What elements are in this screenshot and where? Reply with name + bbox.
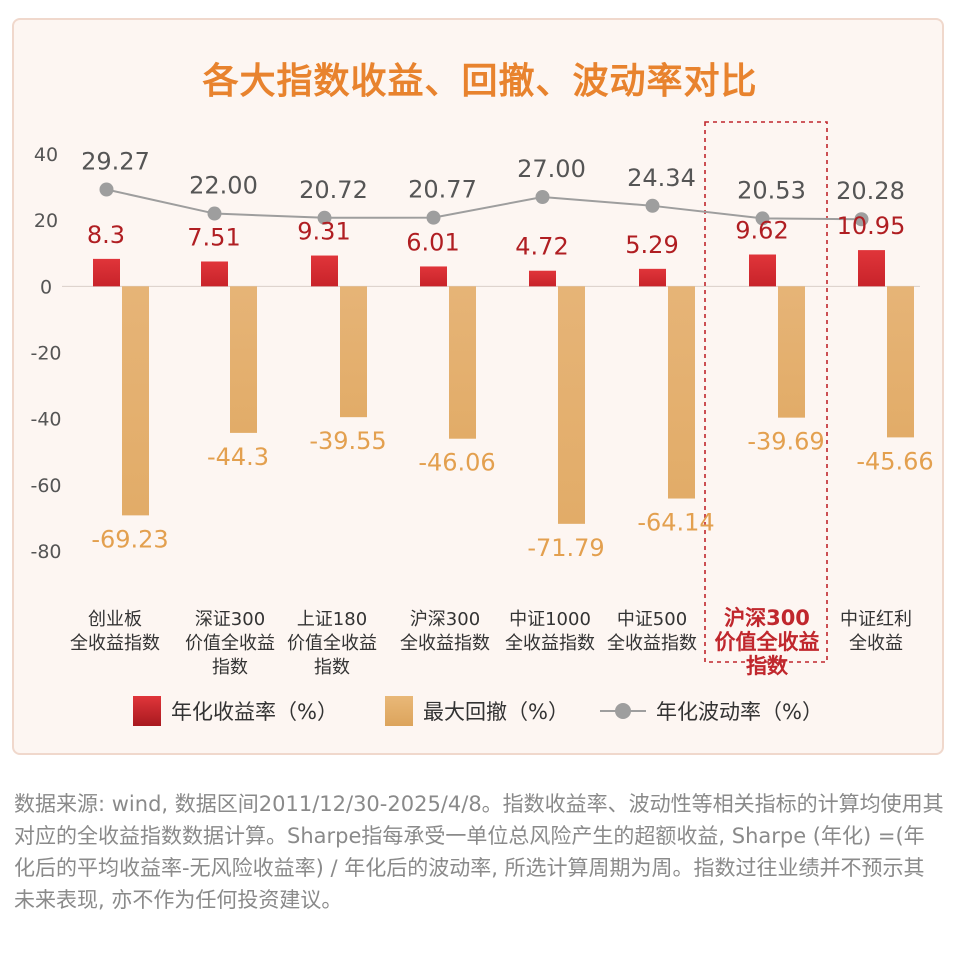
legend-swatch-return (133, 696, 161, 726)
return-bar (749, 254, 776, 287)
drawdown-label: -39.55 (309, 427, 386, 455)
y-tick-label: 0 (40, 276, 52, 298)
drawdown-label: -69.23 (91, 525, 168, 553)
category-label: 价值全收益 (287, 633, 377, 654)
chart-title: 各大指数收益、回撤、波动率对比 (202, 61, 758, 102)
return-label: 7.51 (187, 223, 240, 251)
legend-swatch-drawdown (385, 696, 413, 726)
y-tick-label: 40 (34, 144, 58, 166)
y-tick-label: -60 (30, 475, 61, 497)
volatility-label: 22.00 (189, 172, 258, 200)
drawdown-bar (340, 286, 367, 418)
return-bar (858, 250, 885, 287)
volatility-point (755, 211, 770, 226)
return-bar (311, 255, 338, 287)
y-tick-label: -40 (30, 409, 61, 431)
return-label: 5.29 (625, 231, 678, 259)
volatility-label: 24.34 (627, 164, 696, 192)
volatility-point (99, 182, 114, 197)
return-label: 4.72 (515, 233, 568, 261)
return-label: 8.3 (87, 221, 125, 249)
y-tick-label: -20 (30, 343, 61, 365)
drawdown-label: -71.79 (527, 534, 604, 562)
category-label-highlight: 沪深300 (724, 606, 810, 630)
return-label: 9.62 (735, 217, 788, 245)
category-label: 全收益指数 (607, 633, 697, 654)
category-label: 创业板 (88, 609, 142, 630)
legend-item-drawdown: 最大回撤（%） (385, 694, 569, 728)
source-note: 数据来源: wind, 数据区间2011/12/30-2025/4/8。指数收益… (14, 792, 944, 912)
drawdown-label: -45.66 (856, 447, 933, 475)
legend-item-volatility: 年化波动率（%） (600, 694, 823, 728)
category-label: 指数 (212, 657, 248, 678)
volatility-label: 20.28 (836, 177, 905, 205)
volatility-label: 20.53 (737, 176, 806, 204)
legend-label-return: 年化收益率（%） (171, 700, 338, 724)
volatility-point (535, 190, 550, 205)
category-label: 中证500 (617, 609, 687, 630)
return-bar (529, 270, 556, 287)
volatility-label: 29.27 (81, 147, 150, 175)
volatility-point (207, 206, 222, 221)
return-bar (93, 258, 120, 287)
category-label: 全收益指数 (400, 633, 490, 654)
category-label: 上证180 (297, 609, 367, 630)
legend-swatch-volatility (600, 696, 646, 726)
chart-legend: 年化收益率（%） 最大回撤（%） 年化波动率（%） (0, 694, 960, 728)
category-label-highlight: 价值全收益 (715, 630, 820, 654)
legend-item-return: 年化收益率（%） (133, 694, 338, 728)
drawdown-bar (778, 286, 805, 418)
drawdown-label: -39.69 (747, 428, 824, 456)
drawdown-bar (122, 286, 149, 516)
volatility-point (645, 198, 660, 213)
category-label: 全收益指数 (70, 633, 160, 654)
return-label: 10.95 (837, 212, 906, 240)
drawdown-bar (887, 286, 914, 438)
category-label: 中证红利 (840, 609, 912, 630)
volatility-label: 20.77 (408, 176, 477, 204)
category-label: 全收益指数 (505, 633, 595, 654)
category-label-highlight: 指数 (746, 654, 789, 678)
category-label: 全收益 (849, 633, 903, 654)
drawdown-label: -64.14 (637, 509, 714, 537)
volatility-point (854, 212, 869, 227)
drawdown-bar (668, 286, 695, 499)
volatility-label: 27.00 (517, 155, 586, 183)
chart-plot: 40 20 0 -20 -40 -60 -80 29.27 8.3 -69.23 22.00 7.51… (30, 121, 934, 678)
legend-label-volatility: 年化波动率（%） (656, 700, 823, 724)
category-label: 价值全收益 (185, 633, 275, 654)
category-label: 深证300 (195, 609, 265, 630)
drawdown-label: -46.06 (418, 449, 495, 477)
category-label: 指数 (314, 657, 350, 678)
return-bar (639, 268, 666, 287)
drawdown-bar (558, 286, 585, 524)
highlight-box (704, 121, 828, 663)
return-label: 6.01 (406, 228, 459, 256)
y-tick-label: 20 (34, 210, 58, 232)
return-label: 9.31 (297, 218, 350, 246)
volatility-point (317, 210, 332, 225)
return-bar (201, 261, 228, 287)
y-tick-label: -80 (30, 541, 61, 563)
drawdown-bar (230, 286, 257, 433)
drawdown-bar (449, 286, 476, 439)
category-label: 中证1000 (509, 609, 591, 630)
drawdown-label: -44.3 (207, 443, 269, 471)
return-bar (420, 266, 447, 287)
volatility-line (106, 188, 862, 221)
category-label: 沪深300 (410, 609, 480, 630)
volatility-point (426, 210, 441, 225)
legend-label-drawdown: 最大回撤（%） (423, 700, 569, 724)
volatility-label: 20.72 (299, 176, 368, 204)
